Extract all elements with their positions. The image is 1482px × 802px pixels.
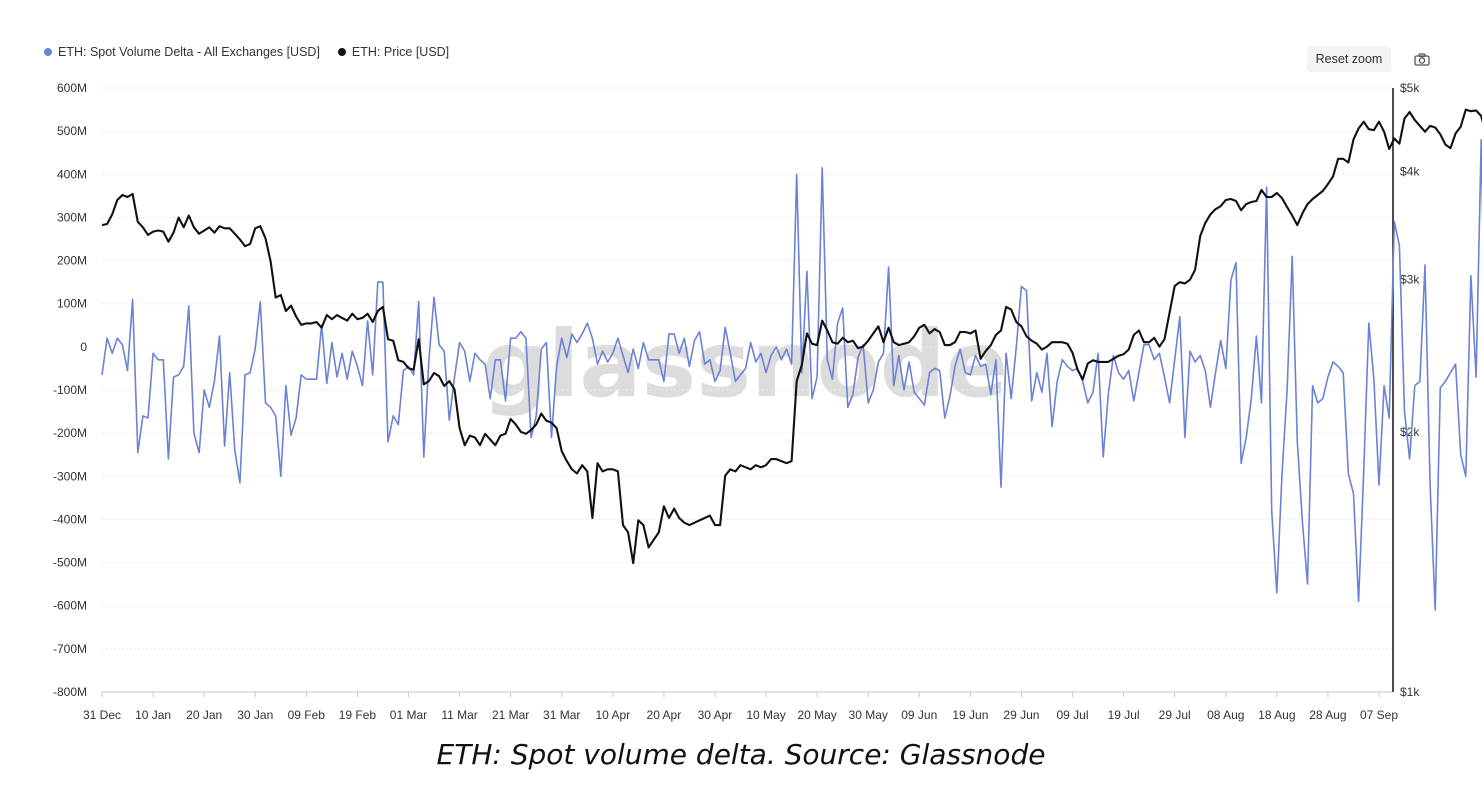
left-tick-label: -300M (53, 469, 87, 483)
x-tick-label: 29 Jun (1003, 708, 1039, 722)
x-tick-label: 18 Aug (1258, 708, 1295, 722)
legend-label-volume-delta: ETH: Spot Volume Delta - All Exchanges [… (58, 45, 320, 59)
x-tick-label: 30 Apr (698, 708, 733, 722)
right-tick-label: $5k (1400, 81, 1420, 95)
x-tick-label: 21 Mar (492, 708, 529, 722)
x-tick-label: 28 Aug (1309, 708, 1346, 722)
x-tick-label: 20 Jan (186, 708, 222, 722)
chart-svg: glassnode 600M 500M 400M 300M 200M 100M 0 -100M… (53, 81, 1482, 722)
left-tick-label: -600M (53, 599, 87, 613)
x-tick-label: 30 Jan (237, 708, 273, 722)
x-tick-label: 09 Jul (1057, 708, 1089, 722)
legend-label-price: ETH: Price [USD] (351, 45, 450, 59)
left-tick-label: 200M (57, 254, 87, 268)
left-tick-label: -500M (53, 556, 87, 570)
watermark: glassnode (482, 311, 1008, 418)
camera-icon[interactable] (1412, 50, 1432, 68)
left-tick-label: 600M (57, 81, 87, 95)
x-tick-label: 20 Apr (647, 708, 682, 722)
left-tick-label: -800M (53, 685, 87, 699)
right-tick-label: $4k (1400, 165, 1420, 179)
x-tick-label: 10 May (746, 708, 785, 722)
x-tick-label: 10 Apr (595, 708, 630, 722)
x-axis: 31 Dec 10 Jan 20 Jan 30 Jan 09 Feb 19 Feb 01 M… (83, 691, 1398, 722)
legend-marker-price (337, 48, 346, 56)
x-tick-label: 10 Jan (135, 708, 171, 722)
x-tick-label: 29 Jul (1159, 708, 1191, 722)
x-tick-label: 31 Mar (543, 708, 580, 722)
left-axis: 600M 500M 400M 300M 200M 100M 0 -100M -200M -300M… (53, 81, 87, 699)
legend-item-price[interactable]: ETH: Price [USD] (337, 45, 450, 59)
right-tick-label: $1k (1400, 685, 1420, 699)
x-tick-label: 01 Mar (390, 708, 427, 722)
left-tick-label: -100M (53, 383, 87, 397)
x-tick-label: 19 Feb (339, 708, 377, 722)
right-axis: $5k $4k $3k $2k $1k (1392, 81, 1420, 699)
x-tick-label: 20 May (797, 708, 836, 722)
x-tick-label: 19 Jul (1108, 708, 1140, 722)
x-tick-label: 31 Dec (83, 708, 121, 722)
x-tick-label: 09 Feb (288, 708, 326, 722)
gridlines (102, 87, 1392, 693)
x-tick-label: 30 May (849, 708, 888, 722)
x-tick-label: 08 Aug (1207, 708, 1244, 722)
left-tick-label: 300M (57, 210, 87, 224)
legend: ETH: Spot Volume Delta - All Exchanges [… (44, 45, 449, 59)
reset-zoom-button[interactable]: Reset zoom (1307, 46, 1391, 72)
series-layer (101, 108, 1482, 630)
right-tick-label: $2k (1400, 425, 1420, 439)
left-tick-label: 100M (57, 297, 87, 311)
left-tick-label: 500M (57, 124, 87, 138)
left-tick-label: -400M (53, 512, 87, 526)
legend-marker-volume-delta (44, 48, 52, 56)
caption: ETH: Spot volume delta. Source: Glassnod… (436, 738, 1046, 771)
x-tick-label: 09 Jun (901, 708, 937, 722)
left-tick-label: -700M (53, 642, 87, 656)
x-tick-label: 07 Sep (1360, 708, 1398, 722)
series-price-line[interactable] (101, 108, 1482, 565)
left-tick-label: 400M (57, 167, 87, 181)
right-tick-label: $3k (1400, 273, 1420, 287)
left-tick-label: -200M (53, 426, 87, 440)
x-tick-label: 19 Jun (952, 708, 988, 722)
x-tick-label: 11 Mar (441, 708, 477, 722)
legend-item-volume-delta[interactable]: ETH: Spot Volume Delta - All Exchanges [… (44, 45, 320, 59)
series-volume-delta-line[interactable] (101, 139, 1482, 630)
left-tick-label: 0 (80, 340, 87, 354)
